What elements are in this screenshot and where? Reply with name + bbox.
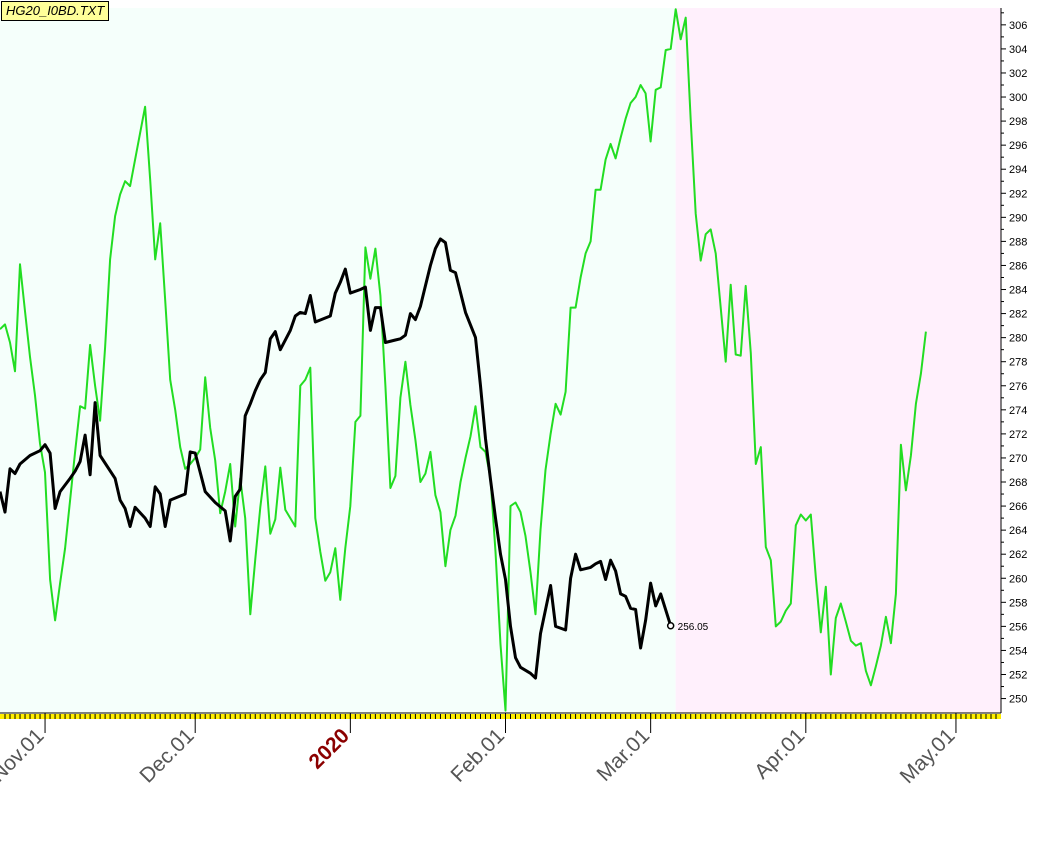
series-line-0	[0, 237, 673, 680]
shaded-region-0	[0, 8, 676, 713]
y-tick-label: 274	[1009, 405, 1027, 417]
y-tick-label: 300	[1009, 92, 1027, 104]
y-tick-label: 260	[1009, 573, 1027, 585]
y-tick-label: 298	[1009, 116, 1027, 128]
y-tick-label: 250	[1009, 694, 1027, 706]
series-lines: 256.05	[0, 8, 927, 712]
y-tick-label: 252	[1009, 670, 1027, 682]
last-value-label: 256.05	[678, 622, 709, 633]
y-tick-label: 266	[1009, 501, 1027, 513]
y-tick-label: 296	[1009, 140, 1027, 152]
y-tick-label: 284	[1009, 285, 1027, 297]
y-tick-label: 258	[1009, 597, 1027, 609]
y-tick-label: 306	[1009, 20, 1027, 32]
y-tick-label: 270	[1009, 453, 1027, 465]
x-tick-label: Apr.01	[750, 724, 809, 783]
y-tick-label: 272	[1009, 429, 1027, 441]
y-tick-label: 262	[1009, 549, 1027, 561]
chart-title: HG20_I0BD.TXT	[1, 1, 110, 21]
y-tick-label: 256	[1009, 621, 1027, 633]
y-tick-label: 276	[1009, 381, 1027, 393]
y-tick-label: 286	[1009, 260, 1027, 272]
x-tick-label: Mar.01	[593, 724, 655, 786]
y-tick-label: 254	[1009, 645, 1027, 657]
x-tick-label: May.01	[896, 724, 960, 788]
y-tick-label: 304	[1009, 44, 1027, 56]
y-tick-label: 278	[1009, 357, 1027, 369]
last-value-marker	[666, 622, 675, 630]
x-tick-label: 2020	[305, 724, 354, 773]
x-tick-label: Feb.01	[447, 724, 510, 787]
x-tick-label: Dec.01	[135, 724, 198, 787]
y-tick-label: 288	[1009, 236, 1027, 248]
y-tick-label: 292	[1009, 188, 1027, 200]
shaded-regions	[0, 8, 1001, 713]
y-tick-label: 290	[1009, 212, 1027, 224]
y-tick-label: 282	[1009, 309, 1027, 321]
y-tick-label: 280	[1009, 333, 1027, 345]
y-tick-label: 264	[1009, 525, 1027, 537]
y-tick-label: 268	[1009, 477, 1027, 489]
series-line-1	[0, 8, 927, 712]
y-tick-label: 302	[1009, 68, 1027, 80]
shaded-region-1	[675, 8, 1001, 713]
y-tick-label: 294	[1009, 164, 1027, 176]
x-tick-label: Nov.01	[0, 724, 49, 786]
